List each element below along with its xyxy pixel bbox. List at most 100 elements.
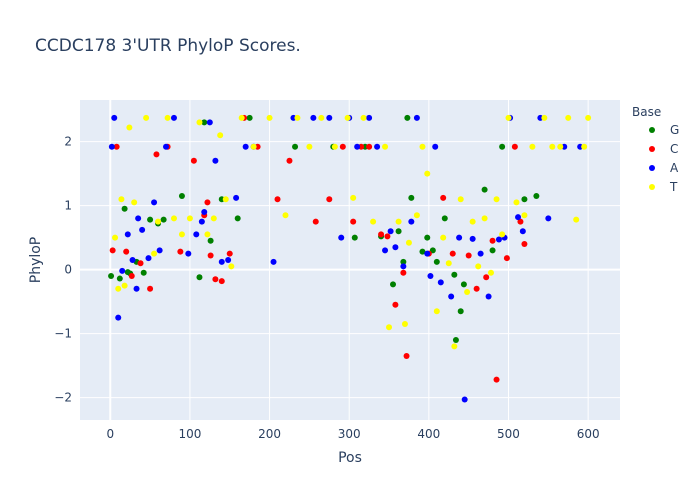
data-point <box>408 194 415 201</box>
data-point <box>483 274 490 281</box>
data-point <box>266 114 273 121</box>
data-point <box>366 143 373 150</box>
x-tick-label: 300 <box>338 427 361 441</box>
x-axis-ticks: 0 100 200 300 400 500 600 <box>106 427 599 441</box>
plot-area <box>80 100 620 420</box>
data-point <box>433 308 440 315</box>
data-point <box>143 114 150 121</box>
data-point <box>318 114 325 121</box>
data-point <box>139 226 146 233</box>
legend-item-c[interactable]: C <box>649 142 678 156</box>
data-point <box>489 247 496 254</box>
data-point <box>109 247 116 254</box>
data-point <box>210 215 217 222</box>
y-tick-label: 2 <box>64 135 72 149</box>
data-point <box>384 233 391 240</box>
data-point <box>137 260 144 267</box>
x-tick-label: 100 <box>178 427 201 441</box>
data-point <box>218 258 225 265</box>
data-point <box>366 114 373 121</box>
data-point <box>424 250 431 257</box>
data-point <box>212 157 219 164</box>
x-tick-label: 600 <box>577 427 600 441</box>
data-point <box>112 234 119 241</box>
data-point <box>581 143 588 150</box>
data-point <box>226 250 233 257</box>
data-point <box>382 247 389 254</box>
data-point <box>473 285 480 292</box>
data-point <box>344 114 351 121</box>
data-point <box>521 196 528 203</box>
data-point <box>469 218 476 225</box>
data-point <box>163 143 170 150</box>
chart-title: CCDC178 3'UTR PhyloP Scores. <box>35 36 301 56</box>
data-point <box>228 263 235 270</box>
x-axis-title: Pos <box>338 450 362 466</box>
data-point <box>448 293 455 300</box>
data-point <box>499 231 506 238</box>
data-point <box>403 353 410 359</box>
legend-title: Base <box>632 105 661 119</box>
series-t-points <box>112 114 592 350</box>
data-point <box>204 231 211 238</box>
data-point <box>201 119 208 126</box>
data-point <box>160 216 167 223</box>
data-point <box>131 199 138 206</box>
data-point <box>382 143 389 150</box>
data-point <box>573 216 580 223</box>
data-point <box>178 193 185 199</box>
data-point <box>503 255 510 262</box>
data-point <box>151 250 158 257</box>
data-point <box>419 143 426 150</box>
legend-label: G <box>670 123 679 137</box>
data-point <box>126 124 133 131</box>
data-point <box>129 257 136 263</box>
data-point <box>451 343 458 350</box>
data-point <box>549 143 556 150</box>
data-point <box>116 275 123 282</box>
data-point <box>140 269 147 276</box>
data-point <box>292 143 299 150</box>
data-point <box>433 258 440 265</box>
data-point <box>360 114 367 121</box>
data-point <box>487 269 494 276</box>
data-point <box>413 212 420 219</box>
data-point <box>201 209 208 215</box>
legend-item-g[interactable]: G <box>649 123 679 137</box>
data-point <box>565 114 572 121</box>
data-point <box>113 143 120 150</box>
data-point <box>495 236 502 243</box>
data-point <box>250 143 257 150</box>
data-point <box>395 228 402 235</box>
data-point <box>108 273 115 279</box>
data-point <box>427 273 434 279</box>
legend-label: C <box>670 142 678 156</box>
data-point <box>111 114 118 121</box>
legend-item-t[interactable]: T <box>649 180 678 194</box>
data-point <box>511 143 518 150</box>
x-tick-label: 500 <box>497 427 520 441</box>
data-points <box>108 114 592 403</box>
y-axis-title: PhyloP <box>28 237 44 284</box>
data-point <box>378 231 385 238</box>
data-point <box>135 215 142 222</box>
y-tick-label: 1 <box>64 199 72 213</box>
legend-item-a[interactable]: A <box>649 161 679 175</box>
data-point <box>456 234 463 241</box>
data-point <box>437 279 444 286</box>
data-point <box>505 114 512 121</box>
data-point <box>170 114 177 121</box>
legend-marker <box>649 184 655 190</box>
y-tick-label: −2 <box>54 391 72 405</box>
series-a-points <box>108 114 584 403</box>
data-point <box>395 218 402 225</box>
data-point <box>217 132 224 139</box>
data-point <box>445 260 452 267</box>
data-point <box>419 248 426 255</box>
data-point <box>493 196 500 203</box>
data-point <box>387 228 394 235</box>
data-point <box>519 228 526 235</box>
data-point <box>545 215 552 222</box>
